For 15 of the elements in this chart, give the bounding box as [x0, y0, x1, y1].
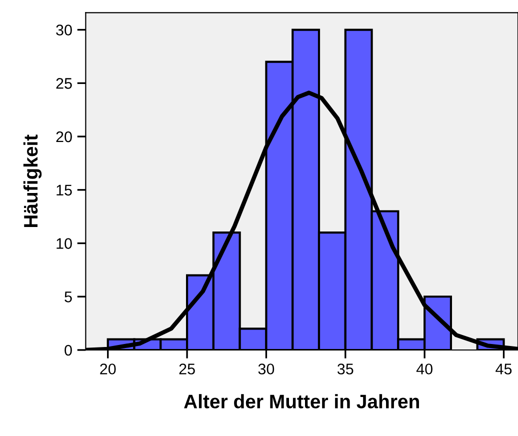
- x-tick-label: 45: [496, 364, 512, 374]
- x-tick-label: 30: [258, 364, 274, 374]
- y-axis-title: Häufigkeit: [23, 134, 42, 228]
- x-tick-label: 40: [416, 364, 432, 374]
- x-tick-label: 35: [337, 364, 354, 374]
- y-tick-label: 0: [64, 344, 72, 356]
- x-tick-label: 25: [179, 364, 195, 374]
- y-tick-label: 30: [56, 24, 72, 36]
- y-tick-label: 5: [64, 292, 72, 302]
- y-tick-label: 15: [56, 184, 72, 196]
- y-tick-label: 20: [56, 131, 72, 142]
- y-tick-label: 25: [56, 78, 72, 89]
- x-axis-title: Alter der Mutter in Jahren: [184, 394, 419, 408]
- x-tick-label: 20: [100, 364, 116, 374]
- y-tick-label: 10: [56, 238, 72, 249]
